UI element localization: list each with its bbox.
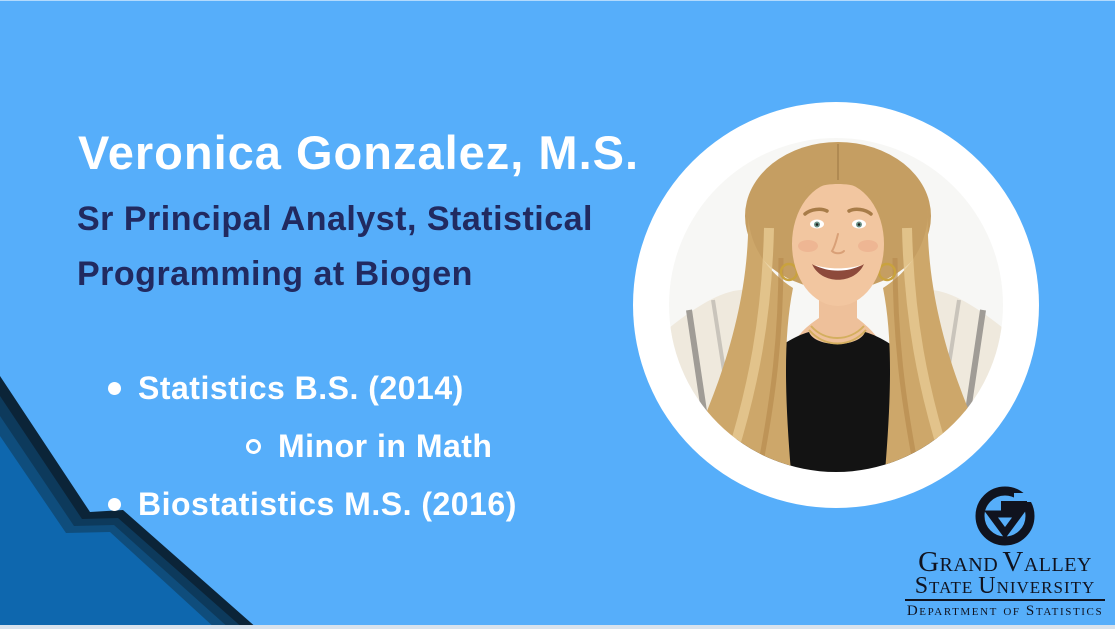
bullet-item-biostatistics-ms: Biostatistics M.S. (2016) (108, 486, 517, 523)
bullet-text: Minor in Math (278, 428, 493, 464)
slide-title: Veronica Gonzalez, M.S. (78, 126, 640, 179)
gvsu-circle-g-icon (975, 486, 1035, 546)
bullet-text: Biostatistics M.S. (2016) (138, 486, 517, 522)
subtitle-line-2: Programming at Biogen (77, 255, 473, 293)
logo-university-name-line2: State University (914, 573, 1096, 599)
bullet-disc-icon (108, 382, 121, 395)
bullet-item-statistics-bs: Statistics B.S. (2014) (108, 370, 464, 407)
logo-divider (905, 599, 1105, 601)
bottom-edge-strip (0, 625, 1115, 629)
bullet-circle-icon (246, 439, 261, 454)
gvsu-logo: Grand Valley State University Department… (905, 485, 1105, 619)
corner-decoration (0, 376, 258, 629)
bullet-item-minor-math: Minor in Math (246, 428, 492, 465)
logo-university-name-line1: Grand Valley (918, 546, 1092, 578)
profile-photo (669, 138, 1003, 472)
bullet-disc-icon (108, 498, 121, 511)
logo-department-name: Department of Statistics (906, 603, 1104, 619)
profile-photo-frame (633, 102, 1039, 508)
slide-subtitle: Sr Principal Analyst, Statistical Progra… (77, 192, 593, 302)
bullet-text: Statistics B.S. (2014) (138, 370, 464, 406)
subtitle-line-1: Sr Principal Analyst, Statistical (77, 200, 593, 238)
